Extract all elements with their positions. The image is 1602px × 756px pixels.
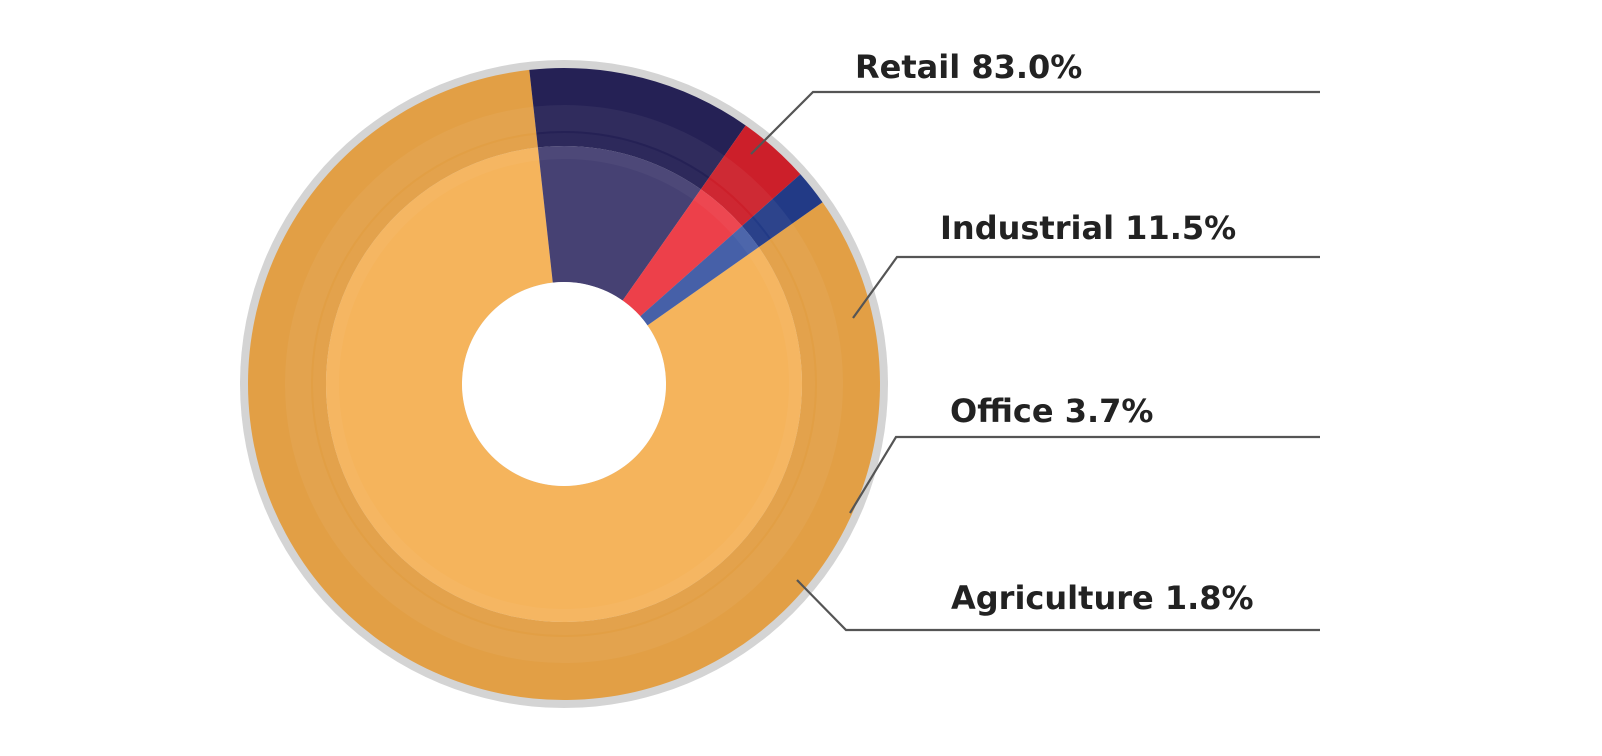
slice-agriculture [640, 226, 759, 326]
slice-agriculture-outer [742, 174, 823, 248]
label-agriculture: Agriculture 1.8% [951, 579, 1254, 617]
donut-hole [462, 282, 666, 486]
chart-shade-band [285, 105, 843, 663]
label-retail: Retail 83.0% [855, 48, 1082, 86]
leader-line-office [849, 435, 1320, 514]
slice-retail [325, 147, 802, 622]
leader-line-agriculture [796, 579, 1320, 632]
slice-industrial-outer [529, 68, 746, 190]
callouts-group: Retail 83.0% Industrial 11.5% Office 3.7… [750, 48, 1320, 632]
slice-office-outer [700, 125, 801, 227]
label-office: Office 3.7% [950, 392, 1153, 430]
slices-group [240, 60, 888, 708]
leader-line-industrial [852, 255, 1320, 319]
leader-line-retail [750, 90, 1320, 155]
chart-shade-band [313, 133, 815, 635]
slice-office [622, 189, 743, 317]
slice-industrial [537, 146, 701, 301]
label-industrial: Industrial 11.5% [940, 209, 1236, 247]
